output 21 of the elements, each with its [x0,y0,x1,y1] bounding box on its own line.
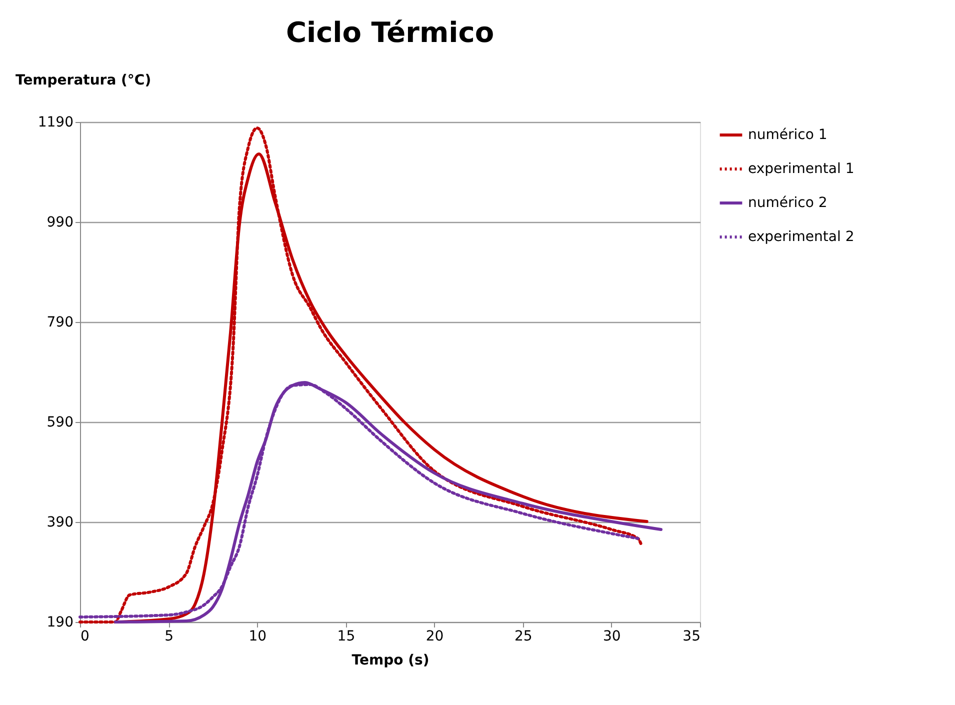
chart-title: Ciclo Térmico [286,16,494,49]
y-tick-label: 1190 [38,114,74,130]
y-tick-label: 190 [46,614,74,630]
x-tick-label: 20 [426,628,444,644]
y-tick-label: 590 [46,414,74,430]
x-tick-label: 35 [682,628,700,644]
y-axis-title: Temperatura (°C) [16,72,152,88]
legend-label: numérico 1 [748,127,828,143]
x-tick-label: 0 [80,628,90,644]
legend-label: numérico 2 [748,195,828,211]
y-tick-label: 990 [46,214,74,230]
x-tick-label: 5 [164,628,174,644]
x-tick-label: 15 [337,628,356,644]
y-tick-label: 390 [46,514,74,530]
legend-label: experimental 1 [748,161,854,177]
x-axis-title: Tempo (s) [352,652,430,668]
x-tick-label: 10 [248,628,267,644]
legend-label: experimental 2 [748,229,854,245]
x-tick-label: 30 [603,628,621,644]
y-tick-label: 790 [46,314,74,330]
x-tick-label: 25 [514,628,532,644]
